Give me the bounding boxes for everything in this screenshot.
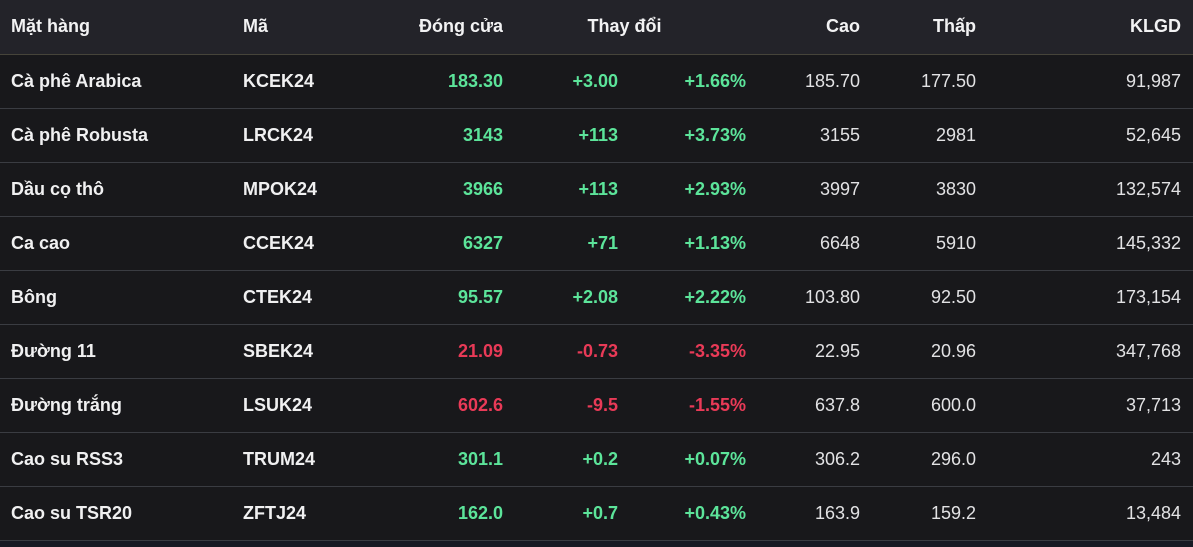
high-cell: 103.80 (804, 286, 861, 307)
footer-strip (0, 540, 1193, 547)
low-cell: 3830 (935, 178, 977, 199)
high-cell: 637.8 (814, 394, 861, 415)
volume-cell: 13,484 (1125, 502, 1182, 523)
column-header-product: Mặt hàng (0, 0, 243, 55)
close-cell: 602.6 (457, 394, 503, 415)
volume-cell: 243 (1150, 448, 1182, 469)
high-cell: 6648 (819, 232, 861, 253)
code-cell: CCEK24 (243, 232, 315, 253)
table-row: Dầu cọ thô MPOK24 3966 +113 +2.93% 3997 … (0, 162, 1193, 216)
volume-cell: 347,768 (1115, 340, 1182, 361)
commodity-name-cell: Bông (11, 286, 57, 307)
table-header: Mặt hàng Mã Đóng cửa Thay đổi Cao Thấp K… (0, 0, 1193, 55)
low-cell: 5910 (935, 232, 977, 253)
close-cell: 162.0 (457, 502, 503, 523)
change-pct-cell: +2.22% (684, 286, 747, 307)
low-cell: 159.2 (930, 502, 977, 523)
table-body: Cà phê Arabica KCEK24 183.30 +3.00 +1.66… (0, 54, 1193, 540)
close-cell: 6327 (462, 232, 503, 253)
change-pct-cell: +1.66% (684, 70, 747, 91)
commodity-name-cell: Đường trắng (11, 394, 122, 415)
high-cell: 22.95 (814, 340, 861, 361)
code-cell: ZFTJ24 (243, 502, 307, 523)
volume-cell: 37,713 (1125, 394, 1182, 415)
volume-cell: 145,332 (1115, 232, 1182, 253)
commodity-name-cell: Đường 11 (11, 340, 96, 361)
change-cell: +113 (578, 124, 618, 145)
high-cell: 3155 (819, 124, 861, 145)
commodity-name-cell: Ca cao (11, 232, 71, 253)
column-header-change: Thay đổi (503, 0, 747, 55)
change-pct-cell: +0.43% (684, 502, 747, 523)
code-cell: TRUM24 (243, 448, 316, 469)
close-cell: 3966 (462, 178, 503, 199)
commodity-name-cell: Cà phê Arabica (11, 70, 142, 91)
commodity-name-cell: Cà phê Robusta (11, 124, 149, 145)
change-cell: -0.73 (576, 340, 618, 361)
table-row: Đường trắng LSUK24 602.6 -9.5 -1.55% 637… (0, 378, 1193, 432)
close-cell: 3143 (462, 124, 503, 145)
change-cell: -9.5 (586, 394, 618, 415)
high-cell: 185.70 (804, 70, 861, 91)
change-pct-cell: +3.73% (684, 124, 747, 145)
column-header-close: Đóng cửa (390, 0, 503, 55)
change-cell: +71 (587, 232, 618, 253)
table-row: Cao su TSR20 ZFTJ24 162.0 +0.7 +0.43% 16… (0, 486, 1193, 540)
table-row: Bông CTEK24 95.57 +2.08 +2.22% 103.80 92… (0, 270, 1193, 324)
table-row: Ca cao CCEK24 6327 +71 +1.13% 6648 5910 … (0, 216, 1193, 270)
code-cell: LSUK24 (243, 394, 313, 415)
low-cell: 20.96 (930, 340, 977, 361)
column-header-high: Cao (746, 0, 861, 55)
change-cell: +0.7 (582, 502, 618, 523)
change-cell: +0.2 (582, 448, 618, 469)
header-row: Mặt hàng Mã Đóng cửa Thay đổi Cao Thấp K… (0, 0, 1193, 55)
change-pct-cell: +2.93% (684, 178, 747, 199)
table-row: Cao su RSS3 TRUM24 301.1 +0.2 +0.07% 306… (0, 432, 1193, 486)
code-cell: KCEK24 (243, 70, 315, 91)
close-cell: 183.30 (447, 70, 503, 91)
column-header-code: Mã (243, 0, 390, 55)
volume-cell: 91,987 (1125, 70, 1182, 91)
table-row: Đường 11 SBEK24 21.09 -0.73 -3.35% 22.95… (0, 324, 1193, 378)
high-cell: 306.2 (814, 448, 861, 469)
volume-cell: 173,154 (1115, 286, 1182, 307)
column-header-volume: KLGD (976, 0, 1193, 55)
change-pct-cell: +0.07% (684, 448, 747, 469)
low-cell: 2981 (935, 124, 977, 145)
change-cell: +3.00 (572, 70, 618, 91)
low-cell: 600.0 (930, 394, 977, 415)
table-row: Cà phê Arabica KCEK24 183.30 +3.00 +1.66… (0, 54, 1193, 108)
code-cell: SBEK24 (243, 340, 314, 361)
high-cell: 163.9 (814, 502, 861, 523)
change-pct-cell: +1.13% (684, 232, 747, 253)
volume-cell: 52,645 (1125, 124, 1182, 145)
code-cell: MPOK24 (243, 178, 318, 199)
close-cell: 95.57 (457, 286, 503, 307)
commodity-name-cell: Cao su RSS3 (11, 448, 124, 469)
low-cell: 177.50 (920, 70, 977, 91)
change-pct-cell: -1.55% (688, 394, 747, 415)
change-cell: +2.08 (572, 286, 618, 307)
commodity-name-cell: Dầu cọ thô (11, 178, 104, 199)
high-cell: 3997 (819, 178, 861, 199)
code-cell: CTEK24 (243, 286, 313, 307)
change-pct-cell: -3.35% (688, 340, 747, 361)
low-cell: 92.50 (930, 286, 977, 307)
close-cell: 21.09 (457, 340, 503, 361)
code-cell: LRCK24 (243, 124, 314, 145)
commodity-name-cell: Cao su TSR20 (11, 502, 133, 523)
close-cell: 301.1 (457, 448, 503, 469)
change-cell: +113 (578, 178, 618, 199)
low-cell: 296.0 (930, 448, 977, 469)
table-row: Cà phê Robusta LRCK24 3143 +113 +3.73% 3… (0, 108, 1193, 162)
column-header-low: Thấp (860, 0, 977, 55)
volume-cell: 132,574 (1115, 178, 1182, 199)
